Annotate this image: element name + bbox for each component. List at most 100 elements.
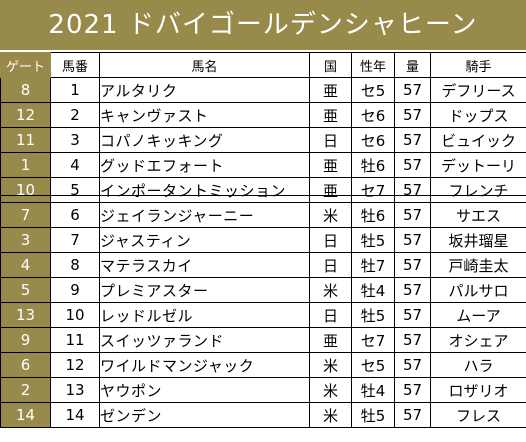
- weight-cell: 57: [394, 302, 431, 328]
- horse-number-cell: 14: [50, 402, 100, 428]
- gate-cell: 12: [0, 102, 51, 128]
- sex-age-cell: 牡6: [351, 202, 395, 228]
- horse-number-cell: 7: [50, 227, 100, 253]
- weight-cell: 57: [394, 277, 431, 303]
- weight-cell: 57: [394, 352, 431, 378]
- weight-cell: 57: [394, 127, 431, 153]
- table-row: 14 14 ゼンデン米牡5 57 フレス: [0, 402, 526, 428]
- weight-cell: 57: [394, 102, 431, 128]
- horse-name-cell: スイッツァランド: [99, 327, 310, 353]
- country-cell: 日: [309, 252, 352, 278]
- gate-cell: 6: [0, 352, 51, 378]
- header-number: 馬番: [50, 52, 100, 78]
- country-cell: 日: [309, 227, 352, 253]
- sex-age-cell: セ7: [351, 177, 395, 203]
- table-row: 1 4 グッドエフォート亜牡6 57 デットーリ: [0, 152, 526, 178]
- horse-number-cell: 5: [50, 177, 100, 203]
- country-cell: 亜: [309, 177, 352, 203]
- horse-name-cell: マテラスカイ: [99, 252, 310, 278]
- gate-cell: 7: [0, 202, 51, 228]
- horse-name-cell: ワイルドマンジャック: [99, 352, 310, 378]
- table-row: 13 10 レッドルゼル日牡5 57 ムーア: [0, 302, 526, 328]
- horse-number-cell: 12: [50, 352, 100, 378]
- table-row: 12 2 キャンヴァスト亜セ6 57 ドップス: [0, 102, 526, 128]
- horse-name-cell: ジャスティン: [99, 227, 310, 253]
- gate-cell: 2: [0, 377, 51, 403]
- horse-number-cell: 13: [50, 377, 100, 403]
- weight-cell: 57: [394, 402, 431, 428]
- header-weight: 量: [394, 52, 431, 78]
- country-cell: 米: [309, 202, 352, 228]
- jockey-cell: 戸崎圭太: [430, 252, 526, 278]
- table-row: 3 7 ジャスティン日牡5 57 坂井瑠星: [0, 227, 526, 253]
- jockey-cell: デットーリ: [430, 152, 526, 178]
- jockey-cell: 坂井瑠星: [430, 227, 526, 253]
- gate-cell: 5: [0, 277, 51, 303]
- weight-cell: 57: [394, 202, 431, 228]
- header-country: 国: [309, 52, 352, 78]
- weight-cell: 57: [394, 77, 431, 103]
- jockey-cell: ドップス: [430, 102, 526, 128]
- horse-number-cell: 11: [50, 327, 100, 353]
- table-row: 8 1 アルタリク亜セ5 57 デフリース: [0, 77, 526, 103]
- sex-age-cell: セ5: [351, 77, 395, 103]
- horse-number-cell: 10: [50, 302, 100, 328]
- table-row: 9 11 スイッツァランド亜セ7 57 オシェア: [0, 327, 526, 353]
- horse-name-cell: アルタリク: [99, 77, 310, 103]
- sex-age-cell: セ7: [351, 327, 395, 353]
- country-cell: 米: [309, 277, 352, 303]
- weight-cell: 57: [394, 327, 431, 353]
- horse-name-cell: プレミアスター: [99, 277, 310, 303]
- table-row: 11 3 コパノキッキング日セ6 57 ビュイック: [0, 127, 526, 153]
- sex-age-cell: 牡5: [351, 227, 395, 253]
- country-cell: 日: [309, 302, 352, 328]
- jockey-cell: オシェア: [430, 327, 526, 353]
- jockey-cell: サエス: [430, 202, 526, 228]
- horse-name-cell: グッドエフォート: [99, 152, 310, 178]
- horse-name-cell: コパノキッキング: [99, 127, 310, 153]
- table-row: 5 9 プレミアスター米牡4 57 パルサロ: [0, 277, 526, 303]
- sex-age-cell: 牡5: [351, 302, 395, 328]
- horse-name-cell: ゼンデン: [99, 402, 310, 428]
- header-sex-age: 性年: [351, 52, 395, 78]
- horse-number-cell: 2: [50, 102, 100, 128]
- table-row: 6 12 ワイルドマンジャック米セ5 57 ハラ: [0, 352, 526, 378]
- horse-number-cell: 6: [50, 202, 100, 228]
- gate-cell: 8: [0, 77, 51, 103]
- weight-cell: 57: [394, 227, 431, 253]
- gate-cell: 3: [0, 227, 51, 253]
- jockey-cell: デフリース: [430, 77, 526, 103]
- country-cell: 亜: [309, 77, 352, 103]
- sex-age-cell: 牡5: [351, 402, 395, 428]
- horse-name-cell: キャンヴァスト: [99, 102, 310, 128]
- gate-cell: 11: [0, 127, 51, 153]
- sex-age-cell: 牡4: [351, 377, 395, 403]
- gate-cell: 14: [0, 402, 51, 428]
- jockey-cell: フレンチ: [430, 177, 526, 203]
- jockey-cell: ムーア: [430, 302, 526, 328]
- gate-cell: 13: [0, 302, 51, 328]
- table-row: 7 6 ジェイランジャーニー米牡6 57 サエス: [0, 202, 526, 228]
- gate-cell: 1: [0, 152, 51, 178]
- sex-age-cell: セ6: [351, 127, 395, 153]
- table-row: 10 5 インポータントミッション亜セ7 57 フレンチ: [0, 177, 526, 203]
- weight-cell: 57: [394, 177, 431, 203]
- header-jockey: 騎手: [430, 52, 526, 78]
- gate-cell: 10: [0, 177, 51, 203]
- country-cell: 亜: [309, 327, 352, 353]
- weight-cell: 57: [394, 152, 431, 178]
- country-cell: 亜: [309, 152, 352, 178]
- entries-table: ゲート 馬番 馬名 国 性年 量 騎手 8 1 アルタリク亜セ5 57 デフリース 12 2…: [0, 52, 526, 428]
- country-cell: 日: [309, 127, 352, 153]
- table-row: 2 13 ヤウポン米牡4 57 ロザリオ: [0, 377, 526, 403]
- jockey-cell: ハラ: [430, 352, 526, 378]
- horse-name-cell: ヤウポン: [99, 377, 310, 403]
- horse-number-cell: 9: [50, 277, 100, 303]
- jockey-cell: ビュイック: [430, 127, 526, 153]
- sex-age-cell: 牡6: [351, 152, 395, 178]
- country-cell: 亜: [309, 102, 352, 128]
- sex-age-cell: セ5: [351, 352, 395, 378]
- gate-cell: 9: [0, 327, 51, 353]
- horse-number-cell: 3: [50, 127, 100, 153]
